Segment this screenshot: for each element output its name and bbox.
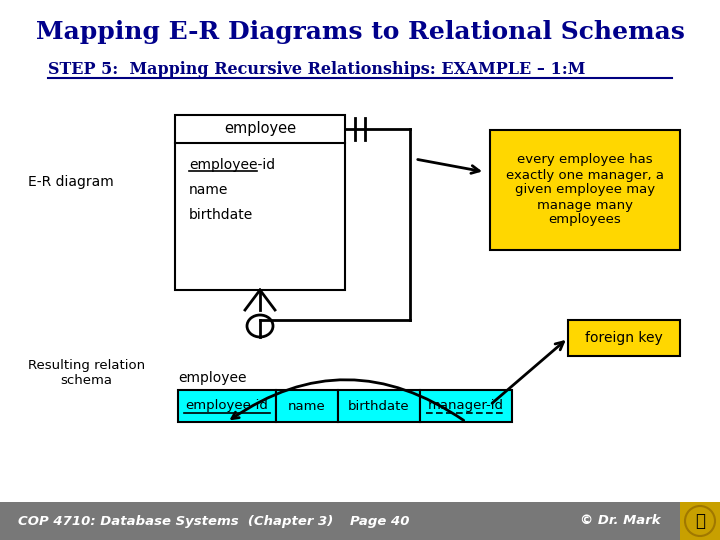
Text: employee-id: employee-id <box>186 400 269 413</box>
Bar <box>490 130 680 250</box>
Bar <box>338 390 420 422</box>
Text: employee-id: employee-id <box>189 158 275 172</box>
Text: employee: employee <box>178 371 246 385</box>
Bar <box>420 390 512 422</box>
Bar <box>276 390 338 422</box>
Text: STEP 5:  Mapping Recursive Relationships: EXAMPLE – 1:M: STEP 5: Mapping Recursive Relationships:… <box>48 62 585 78</box>
Text: Page 40: Page 40 <box>350 515 410 528</box>
Text: birthdate: birthdate <box>189 208 253 222</box>
Bar <box>568 320 680 356</box>
Bar <box>0 502 720 540</box>
Bar <box>680 502 720 540</box>
Circle shape <box>685 506 715 536</box>
Text: 🦅: 🦅 <box>695 512 705 530</box>
Bar <box>178 390 276 422</box>
Text: foreign key: foreign key <box>585 331 663 345</box>
Text: E-R diagram: E-R diagram <box>28 175 114 189</box>
Text: manager-id: manager-id <box>428 400 504 413</box>
Text: © Dr. Mark: © Dr. Mark <box>580 515 660 528</box>
Text: name: name <box>288 400 326 413</box>
FancyArrowPatch shape <box>232 380 464 421</box>
Text: birthdate: birthdate <box>348 400 410 413</box>
Text: Mapping E-R Diagrams to Relational Schemas: Mapping E-R Diagrams to Relational Schem… <box>35 20 685 44</box>
Text: COP 4710: Database Systems  (Chapter 3): COP 4710: Database Systems (Chapter 3) <box>18 515 333 528</box>
Text: every employee has
exactly one manager, a
given employee may
manage many
employe: every employee has exactly one manager, … <box>506 153 664 226</box>
Text: Resulting relation
schema: Resulting relation schema <box>28 359 145 387</box>
Text: employee: employee <box>224 122 296 137</box>
Text: name: name <box>189 183 228 197</box>
Bar <box>175 115 345 290</box>
